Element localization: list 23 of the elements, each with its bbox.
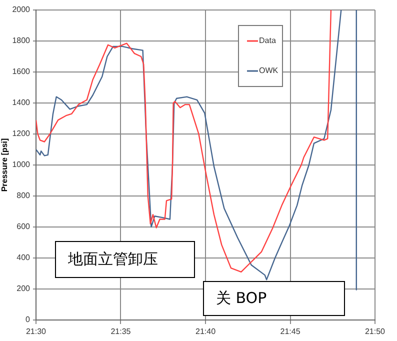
y-axis-title: Pressure [psi] [0, 138, 10, 192]
y-tick-label: 200 [16, 284, 31, 294]
y-tick-label: 0 [26, 315, 31, 324]
annotation: 地面立管卸压 [68, 250, 158, 269]
y-tick-label: 1000 [12, 160, 31, 170]
annotation: 关 BOP [216, 289, 267, 308]
text-box: 关 BOP [203, 281, 345, 316]
x-tick-label: 21:30 [26, 327, 47, 336]
text-box: 地面立管卸压 [55, 241, 195, 278]
y-tick-label: 1800 [12, 36, 31, 46]
x-tick-label: 21:45 [280, 327, 301, 336]
y-tick-label: 1600 [12, 67, 31, 76]
y-tick-label: 400 [16, 253, 31, 262]
x-tick-label: 21:35 [110, 327, 132, 336]
legend-label: OWK [259, 66, 279, 76]
y-tick-label: 1200 [12, 129, 31, 138]
legend-label: Data [259, 36, 276, 46]
x-tick-label: 21:50 [364, 327, 386, 336]
x-tick-label: 21:40 [196, 327, 216, 336]
y-tick-label: 600 [16, 222, 31, 232]
y-tick-label: 2000 [12, 5, 31, 14]
y-tick-label: 800 [16, 191, 31, 200]
y-tick-label: 1400 [12, 98, 31, 108]
